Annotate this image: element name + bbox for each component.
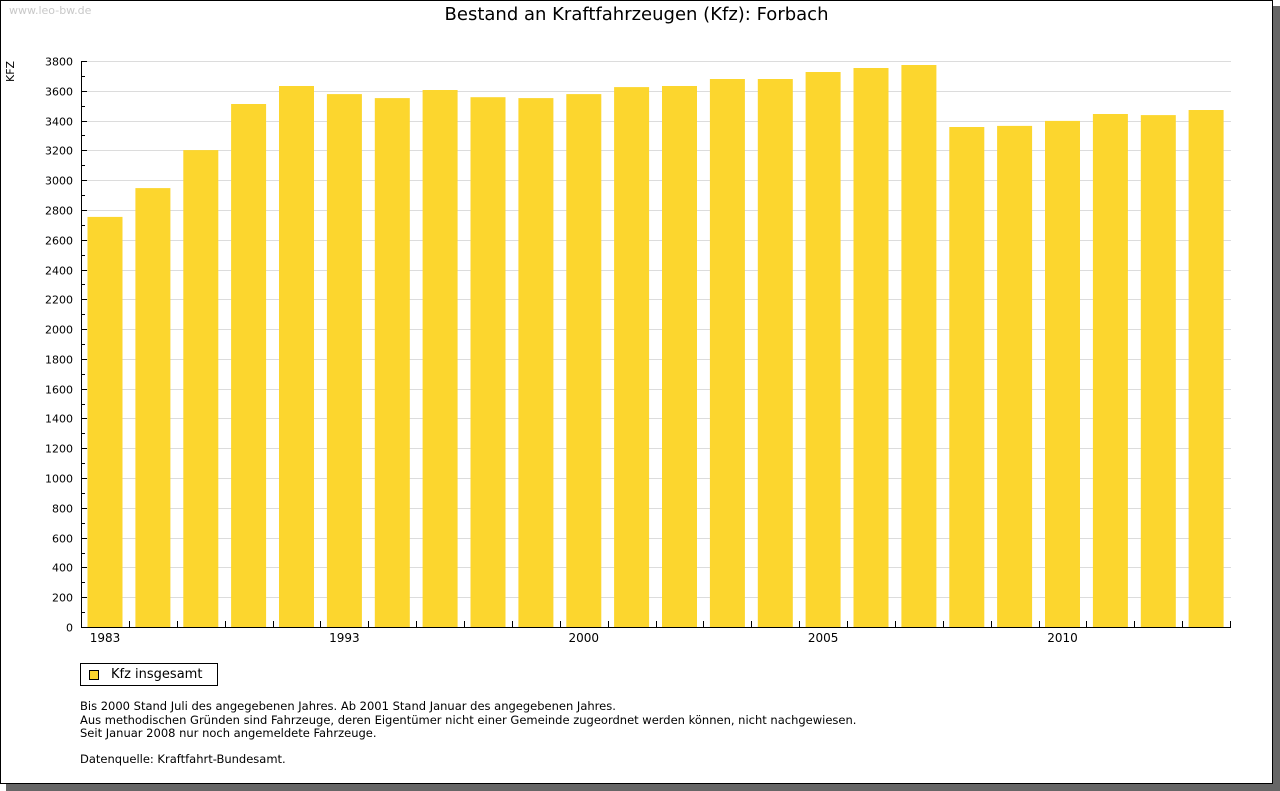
bar bbox=[326, 94, 362, 628]
y-tick-label: 3800 bbox=[45, 56, 73, 69]
y-tick-label: 0 bbox=[66, 622, 73, 635]
legend: Kfz insgesamt bbox=[80, 663, 218, 686]
bar bbox=[470, 97, 506, 627]
bar bbox=[279, 86, 314, 627]
y-tick-label: 200 bbox=[52, 592, 73, 605]
bar bbox=[1045, 120, 1080, 628]
y-tick-label: 3600 bbox=[45, 86, 73, 99]
bar bbox=[1140, 115, 1176, 627]
footnote: Aus methodischen Gründen sind Fahrzeuge,… bbox=[80, 712, 857, 727]
y-tick-label: 1000 bbox=[45, 473, 73, 486]
y-tick-label: 2600 bbox=[45, 235, 73, 248]
y-tick-label: 2200 bbox=[45, 294, 73, 307]
chart-title: Bestand an Kraftfahrzeugen (Kfz): Forbac… bbox=[444, 4, 829, 25]
y-tick-labels: 0 200 400 600 800 1000 1200 1400 1600 1800 2000 220… bbox=[45, 56, 73, 635]
y-tick-label: 2800 bbox=[45, 205, 73, 218]
bar bbox=[805, 72, 841, 627]
bar bbox=[997, 125, 1033, 628]
y-tick-label: 400 bbox=[52, 562, 73, 575]
footnote: Bis 2000 Stand Juli des angegebenen Jahr… bbox=[80, 699, 616, 713]
bar bbox=[853, 68, 889, 627]
bar bbox=[614, 87, 650, 628]
bar bbox=[135, 188, 171, 627]
bar bbox=[183, 150, 219, 627]
bar-chart: 0 200 400 600 800 1000 1200 1400 1600 1800 2000 220… bbox=[45, 56, 1231, 645]
bar bbox=[949, 127, 985, 627]
y-tick-label: 3400 bbox=[45, 116, 73, 129]
axes bbox=[81, 61, 1231, 628]
x-tick-label: 2010 bbox=[1047, 631, 1078, 645]
y-tick-label: 2000 bbox=[45, 324, 73, 337]
x-tick-label: 1983 bbox=[90, 631, 121, 645]
bar bbox=[422, 90, 458, 627]
y-tick-label: 3000 bbox=[45, 175, 73, 188]
bar bbox=[901, 65, 937, 627]
bar bbox=[1092, 114, 1128, 627]
bar bbox=[374, 98, 410, 628]
bar bbox=[566, 94, 602, 628]
y-tick-label: 800 bbox=[52, 503, 73, 516]
x-tick-label: 2005 bbox=[808, 631, 839, 645]
gridlines bbox=[81, 61, 1231, 598]
bar bbox=[231, 104, 267, 627]
y-tick-label: 1400 bbox=[45, 413, 73, 426]
watermark: www.leo-bw.de bbox=[9, 4, 92, 17]
bar bbox=[709, 79, 745, 627]
x-tick-label: 1993 bbox=[329, 631, 360, 645]
y-tick-label: 1600 bbox=[45, 384, 73, 397]
bar bbox=[1188, 110, 1224, 627]
footnotes: Bis 2000 Stand Juli des angegebenen Jahr… bbox=[80, 699, 857, 741]
y-tick-label: 2400 bbox=[45, 265, 73, 278]
footnote: Seit Januar 2008 nur noch angemeldete Fa… bbox=[80, 726, 377, 740]
bar bbox=[87, 216, 123, 627]
x-tick-labels: 1983 1993 2000 2005 2010 bbox=[90, 631, 1078, 645]
y-tick-label: 3200 bbox=[45, 145, 73, 158]
x-tick-label: 2000 bbox=[568, 631, 599, 645]
y-tick-label: 600 bbox=[52, 533, 73, 546]
bar bbox=[518, 98, 554, 628]
legend-swatch bbox=[89, 670, 99, 680]
y-tick-label: 1200 bbox=[45, 443, 73, 456]
data-source: Datenquelle: Kraftfahrt-Bundesamt. bbox=[80, 752, 286, 766]
bar bbox=[757, 79, 793, 627]
bars bbox=[87, 65, 1224, 628]
legend-label: Kfz insgesamt bbox=[111, 667, 203, 682]
y-tick-label: 1800 bbox=[45, 354, 73, 367]
bar bbox=[662, 86, 697, 627]
